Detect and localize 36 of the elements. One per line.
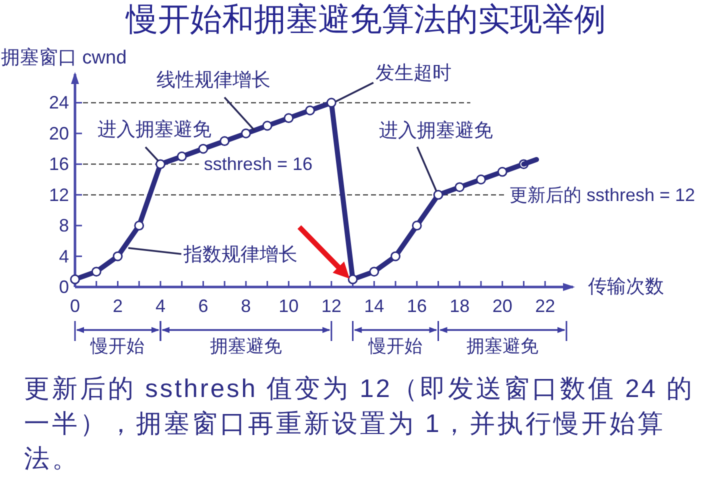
ylabel: 拥塞窗口 cwnd — [1, 48, 127, 68]
xtick: 12 — [321, 296, 342, 316]
annotation: 慢开始 — [368, 336, 423, 356]
annotation: 进入拥塞避免 — [97, 118, 212, 141]
annotation: 慢开始 — [90, 336, 145, 356]
ytick: 20 — [48, 123, 69, 144]
ytick: 0 — [58, 277, 69, 297]
xtick: 2 — [112, 296, 123, 316]
xtick: 8 — [240, 296, 251, 316]
annotation: 线性规律增长 — [156, 70, 270, 91]
annotation: 拥塞避免 — [466, 336, 538, 356]
ytick: 24 — [48, 92, 69, 113]
xtick: 10 — [278, 296, 299, 316]
annotation: 拥塞避免 — [210, 336, 282, 356]
annotation: 发生超时 — [375, 63, 452, 84]
xlabel: 传输次数 — [588, 276, 664, 298]
xtick: 4 — [155, 296, 166, 316]
annotation: 指数规律增长 — [128, 244, 298, 266]
annotation: 进入拥塞避免 — [379, 119, 494, 142]
text: 更新后的 ssthresh 值变为 12（即发送窗口数值 24 的一半），拥塞窗口再重新设置为 1，并执行慢开始算法。 — [24, 374, 696, 475]
xtick: 18 — [450, 296, 470, 316]
ref-line-label: ssthresh = 16 — [204, 154, 312, 174]
annotation: 指数规律增长 — [182, 244, 298, 266]
ytick: 12 — [48, 184, 69, 205]
xtick: 0 — [70, 296, 80, 316]
ytick: 16 — [48, 154, 69, 174]
xtick: 6 — [198, 296, 208, 316]
xtick: 14 — [364, 296, 384, 316]
title: 慢开始和拥塞避免算法的实现举例 — [126, 1, 606, 37]
annotation: 发生超时 — [335, 63, 452, 103]
ytick: 4 — [58, 246, 69, 266]
xtick: 22 — [535, 296, 556, 316]
ref-line-label: 更新后的 ssthresh = 12 — [509, 184, 696, 205]
xtick: 16 — [406, 296, 427, 316]
ytick: 8 — [58, 216, 69, 236]
xtick: 20 — [492, 296, 512, 316]
